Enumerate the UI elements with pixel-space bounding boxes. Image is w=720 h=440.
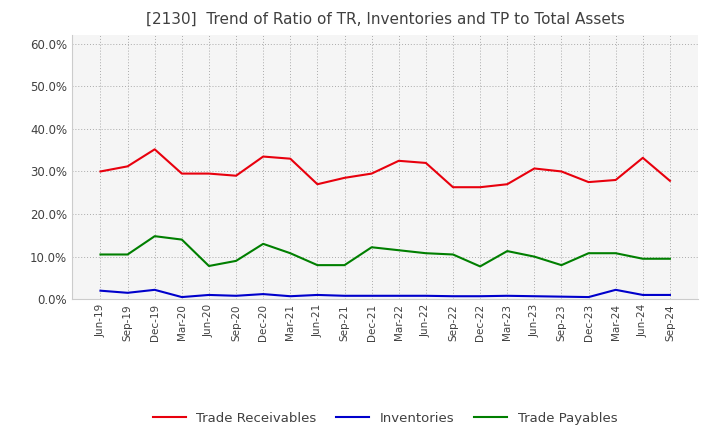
Trade Payables: [367, 245, 376, 250]
Trade Payables: [584, 250, 593, 256]
Trade Receivables: [123, 164, 132, 169]
Trade Payables: [178, 237, 186, 242]
Trade Payables: [259, 241, 268, 246]
Trade Receivables: [639, 155, 647, 161]
Trade Payables: [421, 250, 430, 256]
Trade Payables: [503, 249, 511, 254]
Inventories: [286, 293, 294, 299]
Trade Receivables: [286, 156, 294, 161]
Trade Receivables: [367, 171, 376, 176]
Trade Payables: [611, 250, 620, 256]
Line: Inventories: Inventories: [101, 290, 670, 297]
Inventories: [367, 293, 376, 298]
Trade Payables: [341, 263, 349, 268]
Trade Receivables: [611, 177, 620, 183]
Inventories: [421, 293, 430, 298]
Inventories: [123, 290, 132, 295]
Inventories: [665, 292, 674, 297]
Trade Receivables: [503, 182, 511, 187]
Trade Receivables: [557, 169, 566, 174]
Inventories: [313, 292, 322, 297]
Trade Payables: [449, 252, 457, 257]
Trade Payables: [313, 263, 322, 268]
Trade Receivables: [395, 158, 403, 163]
Trade Receivables: [449, 184, 457, 190]
Trade Receivables: [150, 147, 159, 152]
Trade Payables: [286, 250, 294, 256]
Trade Payables: [530, 254, 539, 259]
Inventories: [204, 292, 213, 297]
Trade Receivables: [665, 178, 674, 183]
Trade Receivables: [421, 160, 430, 165]
Trade Receivables: [341, 175, 349, 180]
Inventories: [476, 293, 485, 299]
Line: Trade Receivables: Trade Receivables: [101, 149, 670, 187]
Inventories: [584, 294, 593, 300]
Trade Payables: [665, 256, 674, 261]
Trade Payables: [232, 258, 240, 264]
Trade Receivables: [476, 184, 485, 190]
Line: Trade Payables: Trade Payables: [101, 236, 670, 266]
Title: [2130]  Trend of Ratio of TR, Inventories and TP to Total Assets: [2130] Trend of Ratio of TR, Inventories…: [145, 12, 625, 27]
Inventories: [611, 287, 620, 293]
Inventories: [639, 292, 647, 297]
Trade Receivables: [313, 182, 322, 187]
Inventories: [259, 291, 268, 297]
Trade Payables: [639, 256, 647, 261]
Trade Payables: [204, 264, 213, 269]
Inventories: [449, 293, 457, 299]
Inventories: [150, 287, 159, 293]
Inventories: [503, 293, 511, 298]
Trade Receivables: [232, 173, 240, 178]
Inventories: [341, 293, 349, 298]
Trade Receivables: [584, 180, 593, 185]
Trade Payables: [123, 252, 132, 257]
Trade Payables: [557, 263, 566, 268]
Legend: Trade Receivables, Inventories, Trade Payables: Trade Receivables, Inventories, Trade Pa…: [148, 406, 623, 430]
Trade Receivables: [259, 154, 268, 159]
Trade Receivables: [96, 169, 105, 174]
Trade Receivables: [178, 171, 186, 176]
Inventories: [395, 293, 403, 298]
Trade Payables: [395, 248, 403, 253]
Inventories: [96, 288, 105, 293]
Inventories: [232, 293, 240, 298]
Trade Receivables: [204, 171, 213, 176]
Inventories: [530, 293, 539, 299]
Trade Payables: [476, 264, 485, 269]
Trade Payables: [96, 252, 105, 257]
Trade Receivables: [530, 166, 539, 171]
Inventories: [178, 294, 186, 300]
Inventories: [557, 294, 566, 299]
Trade Payables: [150, 234, 159, 239]
